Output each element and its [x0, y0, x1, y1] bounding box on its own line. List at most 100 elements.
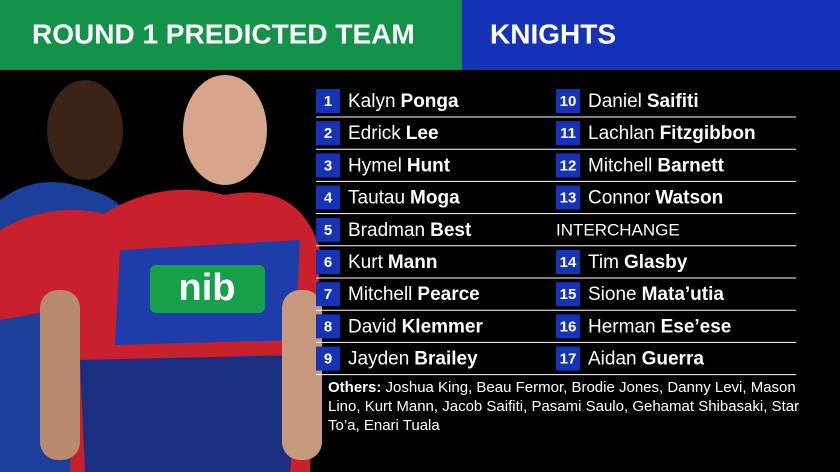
player-row: 14 Tim Glasby — [556, 250, 688, 274]
player-row: 6 Kurt Mann — [316, 250, 437, 274]
player-number: 9 — [324, 351, 332, 368]
player-row: 3 Hymel Hunt — [316, 153, 451, 178]
first-name: Aidan — [588, 349, 637, 370]
player-row: 7 Mitchell Pearce — [316, 282, 480, 307]
player-name: Herman Ese’ese — [588, 316, 731, 337]
title: ROUND 1 PREDICTED TEAM — [32, 18, 415, 49]
number-box — [556, 121, 580, 146]
number-box — [556, 89, 580, 113]
first-name: Tim — [588, 252, 619, 273]
last-name: Saifiti — [647, 91, 699, 112]
player-row: 5 Bradman Best — [316, 217, 472, 242]
player-number: 14 — [560, 254, 577, 271]
title-band — [0, 0, 462, 70]
first-name: Kalyn — [348, 91, 396, 112]
number-box — [556, 314, 580, 339]
number-box — [316, 282, 340, 307]
first-name: Connor — [588, 188, 651, 209]
number-box — [316, 250, 340, 274]
others: Others: Joshua King, Beau Fermor, Brodie… — [328, 378, 808, 435]
first-name: Mitchell — [588, 155, 652, 176]
player-number: 13 — [560, 190, 577, 207]
player-row: 11 Lachlan Fitzgibbon — [556, 121, 756, 146]
last-name: Moga — [410, 188, 460, 209]
player-row: 2 Edrick Lee — [316, 121, 439, 146]
player-row: 10 Daniel Saifiti — [556, 89, 699, 113]
player-row: 4 Tautau Moga — [316, 185, 460, 210]
first-name: Kurt — [348, 252, 384, 273]
first-name: Tautau — [348, 188, 405, 209]
first-name: David — [348, 316, 397, 337]
player-name: Sione Mata’utia — [588, 284, 724, 305]
player-name: Daniel Saifiti — [588, 91, 699, 112]
last-name: Ese’ese — [661, 316, 732, 337]
last-name: Ponga — [401, 91, 459, 112]
player-number: 1 — [324, 93, 332, 110]
first-name: Hymel — [348, 155, 402, 176]
player-name: David Klemmer — [348, 316, 484, 337]
number-box — [556, 185, 580, 210]
number-box — [556, 250, 580, 274]
first-name: Mitchell — [348, 284, 412, 305]
player-name: Edrick Lee — [348, 123, 439, 144]
number-box — [556, 282, 580, 307]
player-name: Hymel Hunt — [348, 155, 451, 176]
player-photo: nib — [0, 75, 322, 472]
first-name: Edrick — [348, 123, 401, 144]
first-name: Bradman — [348, 220, 425, 241]
player-row: 16 Herman Ese’ese — [556, 314, 731, 339]
last-name: Watson — [655, 188, 723, 209]
player-name: Kurt Mann — [348, 252, 437, 273]
last-name: Guerra — [642, 349, 705, 370]
player-number: 4 — [324, 190, 333, 207]
number-box — [316, 121, 340, 146]
first-name: Jayden — [348, 349, 409, 370]
last-name: Hunt — [407, 155, 451, 176]
player-row: 9 Jayden Brailey — [316, 346, 478, 371]
player-number: 15 — [560, 286, 577, 303]
player-row: 8 David Klemmer — [316, 314, 484, 339]
first-name: Lachlan — [588, 123, 655, 144]
player-name: Tim Glasby — [588, 252, 688, 273]
player-number: 8 — [324, 318, 332, 335]
player-name: Jayden Brailey — [348, 349, 478, 370]
number-box — [316, 346, 340, 371]
team-name: KNIGHTS — [490, 18, 616, 49]
first-name: Sione — [588, 284, 637, 305]
player-number: 17 — [560, 351, 577, 368]
player-name: Tautau Moga — [348, 188, 460, 209]
player-number: 6 — [324, 254, 332, 271]
team-band — [462, 0, 840, 70]
player-name: Aidan Guerra — [588, 349, 704, 370]
player-name: Mitchell Pearce — [348, 284, 480, 305]
first-name: Herman — [588, 316, 656, 337]
sponsor-logo: nib — [179, 267, 236, 309]
player-name: Kalyn Ponga — [348, 91, 459, 112]
player-number: 5 — [324, 222, 332, 239]
player-number: 16 — [560, 318, 577, 335]
number-box — [316, 185, 340, 210]
last-name: Best — [430, 220, 472, 241]
player-number: 3 — [324, 157, 332, 174]
player-row: 13 Connor Watson — [556, 185, 723, 210]
last-name: Fitzgibbon — [660, 123, 756, 144]
last-name: Mata’utia — [642, 284, 725, 305]
last-name: Klemmer — [402, 316, 484, 337]
player-number: 2 — [324, 125, 332, 142]
player-row: 15 Sione Mata’utia — [556, 282, 724, 307]
last-name: Lee — [406, 123, 439, 144]
player-name: Mitchell Barnett — [588, 155, 725, 176]
player-number: 7 — [324, 286, 332, 303]
player-number: 11 — [560, 125, 576, 142]
first-name: Daniel — [588, 91, 642, 112]
player-number: 10 — [560, 93, 577, 110]
last-name: Barnett — [657, 155, 724, 176]
last-name: Glasby — [624, 252, 688, 273]
player-name: Lachlan Fitzgibbon — [588, 123, 756, 144]
last-name: Mann — [388, 252, 438, 273]
others-label: Others: — [328, 379, 382, 396]
player-name: Bradman Best — [348, 220, 472, 241]
player-name: Connor Watson — [588, 188, 723, 209]
